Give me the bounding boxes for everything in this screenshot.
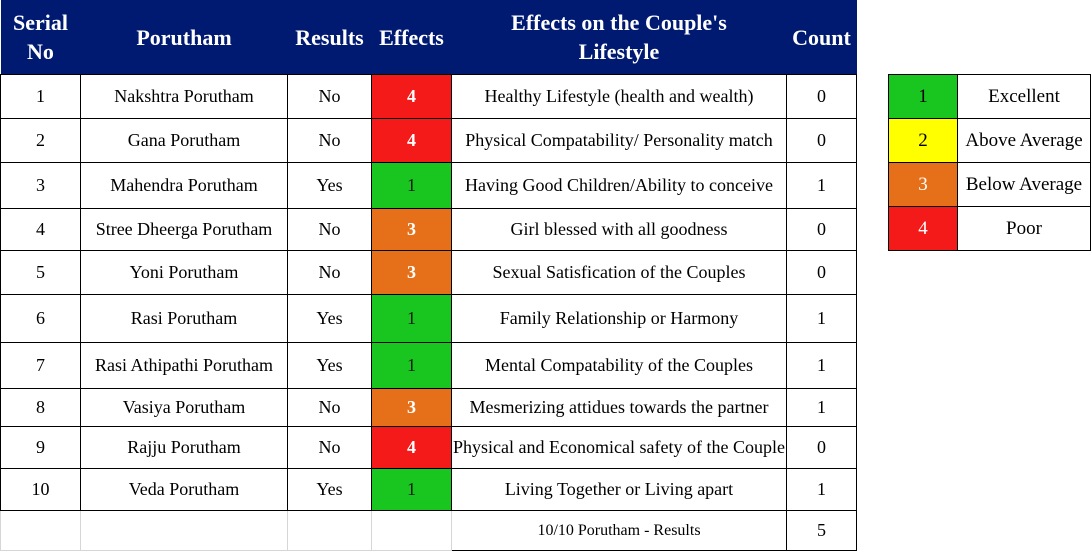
porutham-name-cell: Vasiya Porutham [80,388,288,427]
result-cell: Yes [287,468,372,511]
result-cell: No [287,250,372,295]
table-row: 2 Gana Porutham No 4 Physical Compatability/… [0,118,857,163]
header-serial: Serial No [0,0,81,75]
count-cell: 1 [786,388,857,427]
legend-row: 2 Above Average [888,118,1091,163]
serial-cell: 7 [0,342,81,389]
serial-cell: 3 [0,162,81,209]
effect-cell: 1 [371,294,452,343]
lifestyle-cell: Physical Compatability/ Personality matc… [451,118,787,163]
lifestyle-cell: Sexual Satisfication of the Couples [451,250,787,295]
legend-swatch: 2 [888,118,958,163]
count-cell: 0 [786,118,857,163]
table-row: 3 Mahendra Porutham Yes 1 Having Good Childr… [0,162,857,209]
total-label: 10/10 Porutham - Results [451,510,787,551]
serial-cell: 4 [0,208,81,251]
serial-cell: 6 [0,294,81,343]
table-row: 4 Stree Dheerga Porutham No 3 Girl blessed w… [0,208,857,251]
lifestyle-cell: Mesmerizing attidues towards the partner [451,388,787,427]
empty-cell [371,510,452,551]
legend-table: 1 Excellent 2 Above Average 3 Below Average 4 P… [888,74,1091,251]
legend-row: 3 Below Average [888,162,1091,207]
legend-row: 1 Excellent [888,74,1091,119]
header-lifestyle: Effects on the Couple's Lifestyle [451,0,787,75]
porutham-name-cell: Nakshtra Porutham [80,74,288,119]
result-cell: No [287,388,372,427]
serial-cell: 9 [0,426,81,469]
legend-label: Excellent [957,74,1091,119]
total-row: 10/10 Porutham - Results 5 [0,510,857,551]
porutham-name-cell: Rajju Porutham [80,426,288,469]
legend-swatch: 3 [888,162,958,207]
table-row: 8 Vasiya Porutham No 3 Mesmerizing attidues … [0,388,857,427]
legend-label: Below Average [957,162,1091,207]
table-row: 1 Nakshtra Porutham No 4 Healthy Lifestyle (… [0,74,857,119]
count-cell: 1 [786,294,857,343]
serial-cell: 1 [0,74,81,119]
porutham-name-cell: Rasi Athipathi Porutham [80,342,288,389]
table-row: 7 Rasi Athipathi Porutham Yes 1 Mental Compa… [0,342,857,389]
count-cell: 1 [786,162,857,209]
header-row: Serial No Porutham Results Effects Effec… [0,0,857,75]
empty-cell [287,510,372,551]
lifestyle-cell: Living Together or Living apart [451,468,787,511]
porutham-name-cell: Stree Dheerga Porutham [80,208,288,251]
serial-cell: 2 [0,118,81,163]
table-row: 6 Rasi Porutham Yes 1 Family Relationship or… [0,294,857,343]
table-row: 5 Yoni Porutham No 3 Sexual Satisfication of… [0,250,857,295]
result-cell: Yes [287,294,372,343]
legend-label: Poor [957,206,1091,251]
total-count: 5 [786,510,857,551]
count-cell: 1 [786,342,857,389]
result-cell: No [287,208,372,251]
porutham-name-cell: Mahendra Porutham [80,162,288,209]
porutham-table: Serial No Porutham Results Effects Effec… [0,0,857,551]
lifestyle-cell: Family Relationship or Harmony [451,294,787,343]
effect-cell: 4 [371,426,452,469]
count-cell: 0 [786,250,857,295]
effect-cell: 1 [371,468,452,511]
effect-cell: 1 [371,342,452,389]
table-row: 9 Rajju Porutham No 4 Physical and Economica… [0,426,857,469]
header-effects: Effects [371,0,452,75]
count-cell: 0 [786,208,857,251]
legend-swatch: 1 [888,74,958,119]
count-cell: 1 [786,468,857,511]
count-cell: 0 [786,426,857,469]
effect-cell: 4 [371,74,452,119]
header-count: Count [786,0,857,75]
effect-cell: 3 [371,208,452,251]
empty-cell [80,510,288,551]
result-cell: No [287,426,372,469]
legend-row: 4 Poor [888,206,1091,251]
table-row: 10 Veda Porutham Yes 1 Living Together or Li… [0,468,857,511]
result-cell: No [287,118,372,163]
header-porutham: Porutham [80,0,288,75]
legend-label: Above Average [957,118,1091,163]
header-results: Results [287,0,372,75]
porutham-name-cell: Rasi Porutham [80,294,288,343]
porutham-name-cell: Yoni Porutham [80,250,288,295]
porutham-name-cell: Gana Porutham [80,118,288,163]
serial-cell: 5 [0,250,81,295]
lifestyle-cell: Healthy Lifestyle (health and wealth) [451,74,787,119]
result-cell: Yes [287,162,372,209]
lifestyle-cell: Girl blessed with all goodness [451,208,787,251]
serial-cell: 8 [0,388,81,427]
porutham-name-cell: Veda Porutham [80,468,288,511]
serial-cell: 10 [0,468,81,511]
result-cell: No [287,74,372,119]
effect-cell: 3 [371,250,452,295]
effect-cell: 4 [371,118,452,163]
lifestyle-cell: Physical and Economical safety of the Co… [451,426,787,469]
effect-cell: 1 [371,162,452,209]
empty-cell [0,510,81,551]
result-cell: Yes [287,342,372,389]
legend-swatch: 4 [888,206,958,251]
count-cell: 0 [786,74,857,119]
lifestyle-cell: Having Good Children/Ability to conceive [451,162,787,209]
lifestyle-cell: Mental Compatability of the Couples [451,342,787,389]
effect-cell: 3 [371,388,452,427]
